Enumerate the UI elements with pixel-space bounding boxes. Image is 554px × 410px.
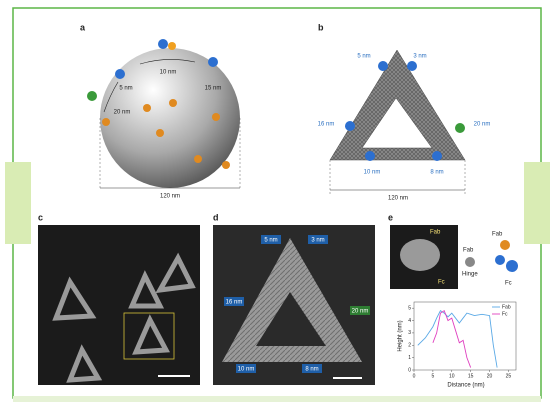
antibody bbox=[194, 155, 202, 163]
label-box bbox=[261, 235, 281, 244]
dim-label: 5 nm bbox=[264, 238, 277, 244]
antibody bbox=[102, 118, 110, 126]
legend-label: Fab bbox=[502, 304, 511, 310]
y-axis-label: Height (nm) bbox=[398, 320, 404, 351]
dim-label: 15 nm bbox=[205, 86, 222, 92]
antibody bbox=[143, 104, 151, 112]
x-tick-label: 0 bbox=[413, 373, 416, 379]
panel-label: c bbox=[38, 212, 43, 222]
series-line bbox=[417, 309, 498, 368]
triangle bbox=[132, 314, 171, 355]
antibody-fc bbox=[506, 260, 518, 272]
afm-image bbox=[38, 225, 200, 385]
dim-label: 20 nm bbox=[474, 122, 491, 128]
scale-guide bbox=[329, 160, 466, 196]
antibodies-b bbox=[345, 61, 465, 161]
panel-label: d bbox=[213, 212, 219, 222]
x-tick-label: 20 bbox=[487, 373, 493, 379]
label-box bbox=[224, 297, 244, 306]
antibody bbox=[212, 113, 220, 121]
label-box bbox=[350, 306, 370, 315]
antibody bbox=[208, 57, 218, 67]
image-label: Hinge bbox=[462, 272, 478, 278]
antibody bbox=[455, 123, 465, 133]
y-tick-label: 0 bbox=[408, 367, 411, 373]
y-tick-label: 1 bbox=[408, 355, 411, 361]
antibody bbox=[378, 61, 388, 71]
dim-label: 10 nm bbox=[364, 170, 381, 176]
antibody bbox=[407, 61, 417, 71]
triangle bbox=[66, 344, 103, 383]
antibody bbox=[222, 161, 230, 169]
x-tick-label: 15 bbox=[468, 373, 474, 379]
x-tick-label: 25 bbox=[506, 373, 512, 379]
image-label: Fc bbox=[438, 280, 445, 286]
dim-label: 10 nm bbox=[160, 70, 177, 76]
x-axis-label: Distance (nm) bbox=[447, 383, 484, 389]
dim-label: 10 nm bbox=[238, 367, 255, 373]
x-tick-label: 10 bbox=[449, 373, 455, 379]
y-tick-label: 2 bbox=[408, 343, 411, 349]
left-tab bbox=[5, 162, 31, 244]
dim-label: 3 nm bbox=[311, 238, 324, 244]
image-label: Fab bbox=[492, 232, 503, 238]
dim-label: 16 nm bbox=[226, 300, 243, 306]
panel-label: b bbox=[318, 22, 324, 32]
dim-label: 20 nm bbox=[352, 309, 369, 315]
antibody-fab bbox=[500, 240, 510, 250]
label-box bbox=[302, 364, 322, 373]
antibody bbox=[158, 39, 168, 49]
dim-label: 20 nm bbox=[114, 110, 131, 116]
afm-triangles bbox=[52, 252, 196, 383]
image-label: Fab bbox=[430, 230, 441, 236]
dimension-arc bbox=[103, 59, 196, 113]
plot-area bbox=[413, 301, 517, 371]
triangle bbox=[155, 252, 196, 294]
label-boxes bbox=[224, 235, 370, 373]
legend-label: Fc bbox=[502, 311, 508, 317]
panel-label: a bbox=[80, 22, 86, 32]
antibody bbox=[168, 42, 176, 50]
image-label: Fc bbox=[505, 281, 512, 287]
antibody-blob bbox=[400, 239, 440, 271]
antibody bbox=[345, 121, 355, 131]
dim-label: 5 nm bbox=[357, 54, 370, 60]
zoom-box bbox=[123, 312, 175, 360]
triangle bbox=[222, 238, 362, 362]
dim-label: 8 nm bbox=[305, 367, 318, 373]
antibodies-a bbox=[87, 39, 230, 169]
antibody bbox=[156, 129, 164, 137]
right-tab bbox=[524, 162, 550, 244]
panel-label: e bbox=[388, 212, 393, 222]
antibody bbox=[169, 99, 177, 107]
antibody bbox=[432, 151, 442, 161]
triangle bbox=[52, 276, 97, 321]
y-tick-label: 4 bbox=[408, 318, 411, 324]
dim-label: 8 nm bbox=[430, 170, 443, 176]
antibody bbox=[115, 69, 125, 79]
dim-label: 3 nm bbox=[413, 54, 426, 60]
y-tick-label: 5 bbox=[408, 306, 411, 312]
antibody-fab bbox=[495, 255, 505, 265]
series-line bbox=[432, 309, 472, 368]
dim-label: 5 nm bbox=[119, 86, 132, 92]
image-label: Fab bbox=[463, 248, 474, 254]
triangle bbox=[128, 270, 165, 309]
dim-label: 16 nm bbox=[318, 122, 335, 128]
scale-guide bbox=[99, 118, 241, 190]
scale-label: 120 nm bbox=[388, 196, 408, 202]
x-tick-label: 5 bbox=[431, 373, 434, 379]
scale-label: 120 nm bbox=[160, 194, 180, 200]
label-box bbox=[308, 235, 328, 244]
antibody-3d bbox=[465, 257, 475, 267]
label-box bbox=[236, 364, 256, 373]
antibody bbox=[87, 91, 97, 101]
bottom-strip bbox=[13, 396, 541, 402]
dna-triangle bbox=[329, 49, 466, 161]
antibody bbox=[365, 151, 375, 161]
sphere bbox=[100, 48, 240, 188]
y-tick-label: 3 bbox=[408, 330, 411, 336]
